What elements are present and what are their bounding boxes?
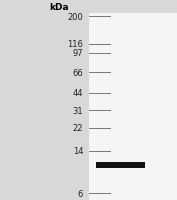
Text: 14: 14 [73,146,83,155]
Text: kDa: kDa [49,3,69,11]
Text: 200: 200 [67,13,83,22]
Bar [88,14,177,200]
Bar [96,162,145,168]
Text: 22: 22 [73,124,83,133]
Text: 66: 66 [72,68,83,77]
Text: 6: 6 [78,189,83,198]
Text: 116: 116 [67,40,83,49]
Text: 97: 97 [73,49,83,58]
Text: 44: 44 [73,89,83,98]
Text: 31: 31 [73,106,83,115]
